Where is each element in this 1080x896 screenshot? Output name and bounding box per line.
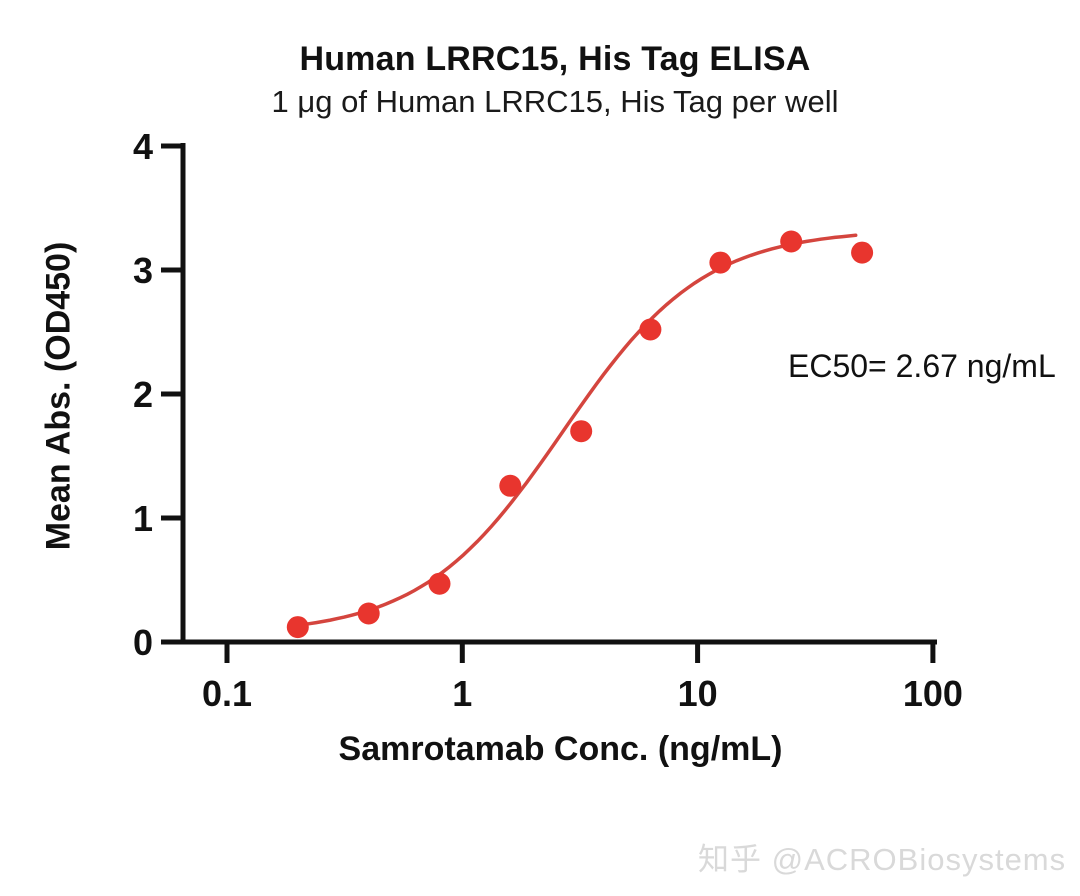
chart-subtitle: 1 μg of Human LRRC15, His Tag per well: [271, 84, 839, 119]
y-tick-label: 0: [133, 622, 153, 663]
y-tick-label: 2: [133, 374, 153, 415]
x-tick-label: 1: [452, 673, 472, 714]
watermark: 知乎 @ACROBiosystems: [698, 842, 1067, 877]
data-point: [357, 602, 380, 625]
data-point: [639, 318, 662, 341]
x-tick-label: 0.1: [202, 673, 252, 714]
data-point: [570, 420, 593, 443]
x-tick-label: 100: [903, 673, 963, 714]
data-point: [709, 251, 732, 274]
x-tick-label: 10: [678, 673, 718, 714]
data-point: [286, 616, 309, 639]
y-tick-label: 1: [133, 498, 153, 539]
data-point: [780, 230, 803, 253]
chart-title: Human LRRC15, His Tag ELISA: [299, 40, 811, 78]
data-point: [499, 474, 522, 497]
data-point: [851, 241, 874, 264]
data-point: [428, 572, 451, 595]
y-tick-label: 3: [133, 250, 153, 291]
fit-curve: [293, 233, 858, 628]
y-tick-label: 4: [133, 126, 153, 167]
x-axis-title: Samrotamab Conc. (ng/mL): [338, 730, 783, 768]
ec50-annotation: EC50= 2.67 ng/mL: [788, 348, 1056, 384]
